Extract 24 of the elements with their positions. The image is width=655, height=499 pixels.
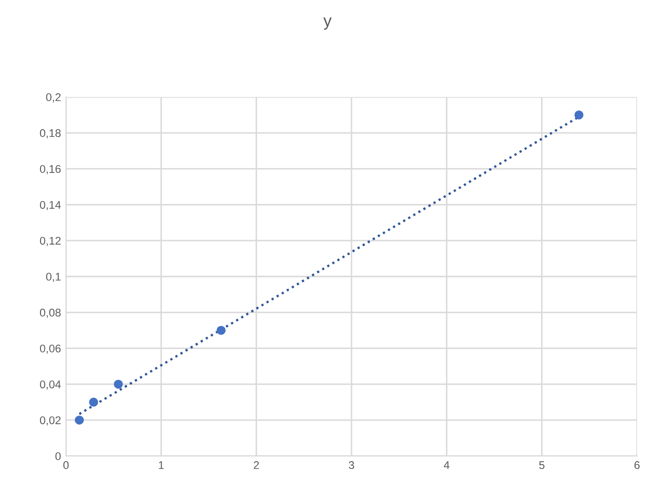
x-tick-label: 3 <box>348 461 354 470</box>
x-tick-label: 1 <box>158 461 164 469</box>
y-tick-label: 0,02 <box>40 416 61 426</box>
y-tick-label: 0,06 <box>40 344 61 354</box>
x-tick-label: 5 <box>539 461 544 470</box>
y-tick-label: 0 <box>55 452 61 460</box>
y-tick-label: 0,1 <box>46 272 61 282</box>
y-tick-label: 0,2 <box>46 93 61 102</box>
x-tick-label: 6 <box>634 461 640 470</box>
y-tick-label: 0,14 <box>40 200 61 210</box>
point <box>114 380 123 389</box>
point <box>89 398 98 407</box>
y-tick-label: 0,16 <box>40 165 61 174</box>
point <box>574 110 584 120</box>
chart-title: y <box>323 18 332 30</box>
point <box>216 326 226 335</box>
y-tick-label: 0,08 <box>40 308 61 318</box>
y-tick-label: 0,12 <box>40 236 61 246</box>
point <box>74 416 84 425</box>
x-tick-label: 2 <box>254 461 259 469</box>
x-tick-label: 4 <box>444 461 450 469</box>
x-tick-label: 0 <box>63 461 69 470</box>
y-tick-label: 0,04 <box>40 380 61 390</box>
y-tick-label: 0,18 <box>40 129 61 138</box>
